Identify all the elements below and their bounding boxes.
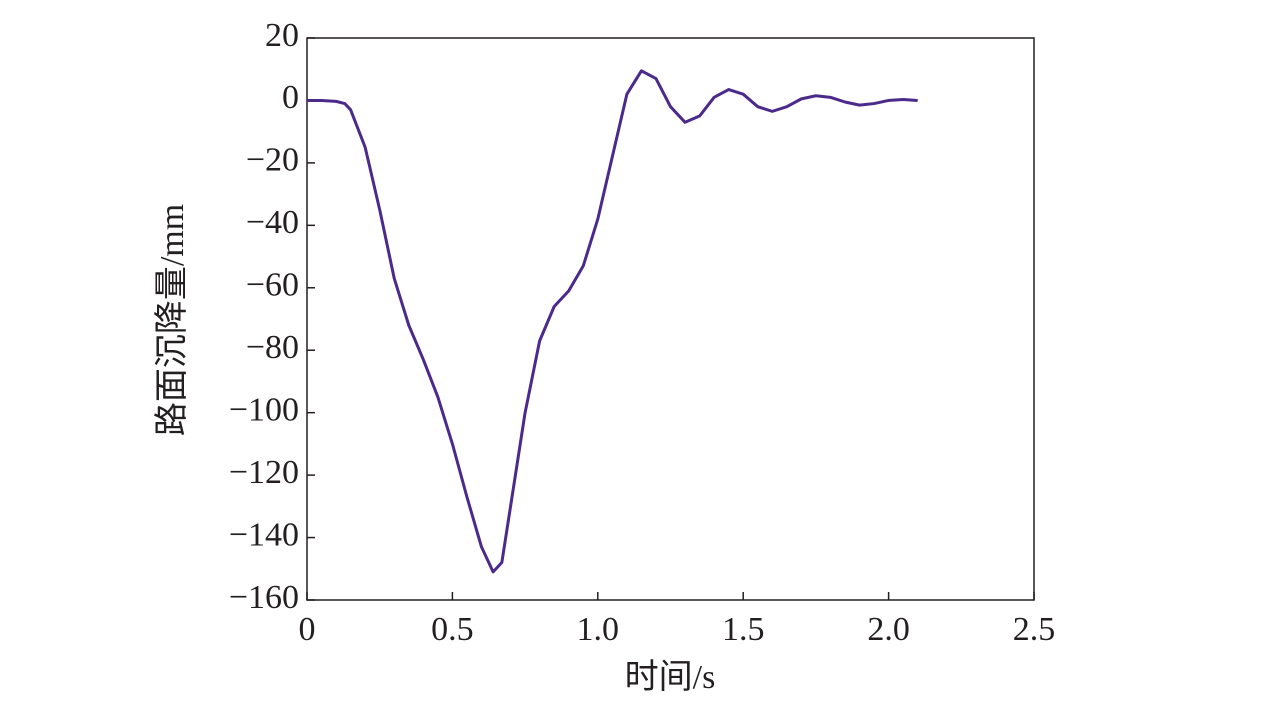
y-tick-label: −60 bbox=[246, 267, 299, 304]
x-tick-label: 0.5 bbox=[431, 611, 474, 648]
y-tick-label: −120 bbox=[229, 454, 299, 491]
y-tick-label: −140 bbox=[229, 516, 299, 553]
x-tick-label: 2.0 bbox=[867, 611, 910, 648]
x-axis-title: 时间/s bbox=[625, 659, 716, 696]
x-tick-label: 2.5 bbox=[1013, 611, 1056, 648]
y-tick-label: −40 bbox=[246, 204, 299, 241]
plot-frame bbox=[306, 37, 1035, 601]
y-tick-label: −100 bbox=[229, 391, 299, 428]
x-tick-label: 1.0 bbox=[577, 611, 620, 648]
x-tick-label: 1.5 bbox=[722, 611, 765, 648]
y-axis-title: 路面沉降量/mm bbox=[153, 204, 191, 436]
y-tick-label: −80 bbox=[246, 329, 299, 366]
y-tick-label: −20 bbox=[246, 142, 299, 179]
data-line bbox=[307, 69, 918, 574]
y-tick-label: 0 bbox=[282, 79, 299, 116]
y-tick-label: −160 bbox=[229, 579, 299, 616]
x-tick-label: 0 bbox=[299, 611, 316, 648]
y-tick-label: 20 bbox=[265, 17, 299, 54]
